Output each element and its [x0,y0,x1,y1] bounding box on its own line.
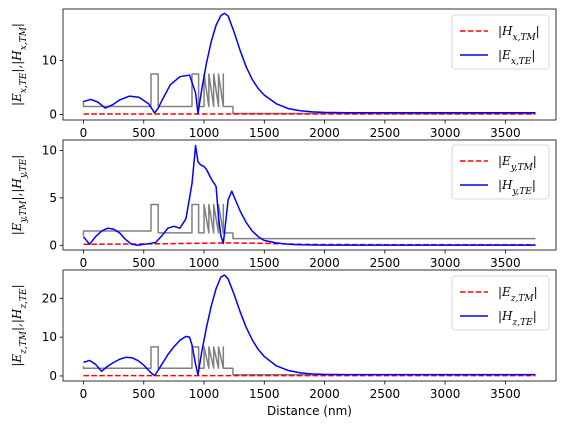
y-tick-label: 20 [42,291,57,305]
x-tick-label: 2500 [370,256,401,270]
y-tick-label: 0 [49,108,57,122]
x-tick-label: 3000 [430,387,461,401]
x-tick-label: 1500 [249,256,280,270]
axes-frame [62,8,557,121]
y-tick-label: 10 [42,53,57,67]
x-tick-label: 3000 [430,126,461,140]
x-tick-label: 2500 [370,387,401,401]
x-tick-label: 2500 [370,126,401,140]
structure-profile-line [82,73,536,115]
x-tick-label: 2000 [309,256,340,270]
x-tick-label: 1000 [189,256,220,270]
x-tick-label: 0 [80,256,88,270]
x-tick-label: 0 [80,387,88,401]
x-tick-label: 1000 [189,126,220,140]
y-axis-label: |Ey,TM|,|Hy,TE| [10,155,29,236]
series-line-2 [83,274,536,377]
subplot-2: 0 500 1000 1500 2000 2500 3000 3500 0 5 10 |Ey,TM|,… [10,139,557,270]
x-tick-label: 1500 [249,387,280,401]
series-line-2 [82,144,536,247]
x-axis-label: Distance (nm) [267,404,352,418]
legend-entry-label: |Hx,TM| [498,24,540,43]
x-tick-label: 500 [132,126,155,140]
x-tick-label: 3500 [490,126,521,140]
legend-entry-label: |Ex,TE| [498,48,535,67]
y-axis-label: |Ez,TM|,|Hz,TE| [10,284,29,366]
axes-frame [62,139,557,251]
y-tick-label: 10 [42,330,57,344]
y-tick-label: 10 [42,143,57,157]
x-tick-label: 3500 [490,387,521,401]
x-tick-label: 3000 [430,256,461,270]
structure-profile-line [82,346,536,376]
legend-entry-label: |Ey,TM| [498,154,537,173]
legend: |Hx,TM| |Ex,TE| [451,14,550,70]
x-tick-label: 500 [132,256,155,270]
series-line-2 [83,12,536,115]
legend-entry-label: |Ez,TM| [498,285,538,304]
y-tick-label: 0 [49,369,57,383]
y-tick-label: 0 [49,238,57,252]
y-tick-label: 5 [49,191,57,205]
x-tick-label: 0 [80,126,88,140]
x-tick-label: 1500 [249,126,280,140]
legend-entry-label: |Hy,TE| [498,178,536,197]
legend-entry-label: |Hz,TE| [498,309,537,328]
axes-frame [62,269,557,382]
x-tick-label: 3500 [490,256,521,270]
x-tick-label: 2000 [309,126,340,140]
legend: |Ey,TM| |Hy,TE| [451,144,550,200]
subplot-3: 0 500 1000 1500 2000 2500 3000 3500 0 10 20 |Ez,TM|… [10,269,557,418]
x-tick-label: 500 [132,387,155,401]
legend: |Ez,TM| |Hz,TE| [451,275,550,331]
subplot-1: 0 500 1000 1500 2000 2500 3000 3500 0 10 |Ex,TE|,|… [10,8,557,140]
x-tick-label: 1000 [189,387,220,401]
structure-profile-line [82,203,536,240]
x-tick-label: 2000 [309,387,340,401]
y-axis-label: |Ex,TE|,|Hx,TM| [10,23,29,106]
